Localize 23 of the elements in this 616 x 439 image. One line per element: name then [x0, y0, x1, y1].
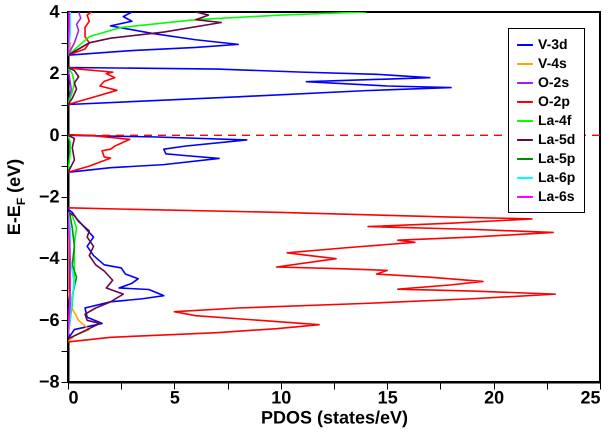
x-tick-label: 0 [68, 388, 79, 408]
y-tick-label: −6 [38, 310, 60, 330]
y-tick-label: −2 [38, 186, 60, 206]
x-tick-label: 5 [170, 388, 180, 408]
legend-label: O-2p [538, 93, 570, 109]
legend-label: La-5d [538, 131, 576, 147]
legend-label: La-4f [538, 112, 572, 128]
x-tick-label: 20 [484, 388, 504, 408]
legend-label: La-5p [538, 150, 576, 166]
y-tick-label: 0 [49, 124, 60, 145]
legend-label: V-3d [538, 36, 568, 52]
x-tick-label: 10 [271, 388, 292, 408]
y-tick-label: 4 [49, 2, 60, 22]
y-tick-label: −8 [38, 372, 60, 392]
legend-label: La-6p [538, 169, 576, 185]
x-tick-label: 25 [580, 388, 600, 408]
legend-label: V-4s [538, 55, 568, 71]
legend-label: La-6s [538, 188, 575, 204]
y-tick-label: 2 [49, 63, 60, 84]
x-axis-title: PDOS (states/eV) [260, 408, 408, 428]
y-tick-label: −4 [38, 248, 60, 268]
legend-label: O-2s [538, 74, 570, 90]
x-tick-label: 15 [378, 388, 398, 408]
